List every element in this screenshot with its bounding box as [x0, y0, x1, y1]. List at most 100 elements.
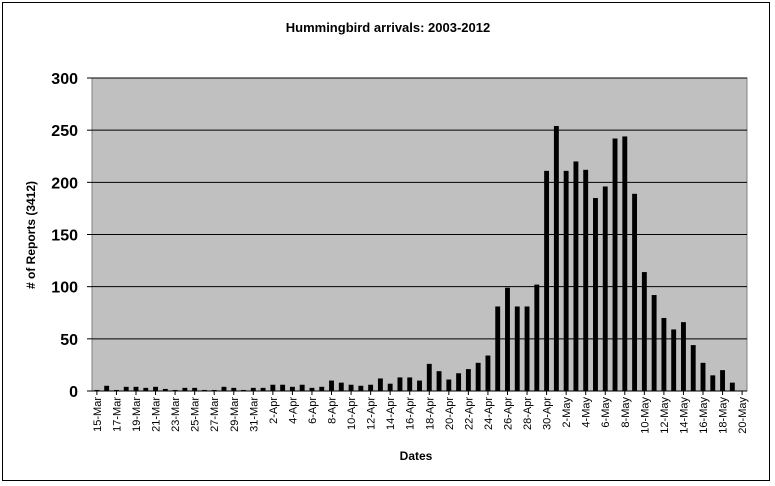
x-tick-label: 24-Apr	[483, 397, 495, 430]
x-tick-label: 21-Mar	[151, 397, 163, 432]
x-tick-label: 14-Apr	[385, 397, 397, 430]
x-tick-label: 22-Apr	[463, 397, 475, 430]
bar	[593, 197, 598, 391]
bar	[368, 384, 374, 391]
y-tick-label: 200	[51, 175, 78, 192]
bar	[250, 387, 256, 391]
bar	[681, 322, 686, 391]
bar	[211, 389, 217, 391]
bar	[153, 386, 158, 391]
x-tick-label: 20-May	[737, 397, 749, 434]
bar	[407, 377, 413, 391]
bar	[553, 125, 559, 391]
x-tick-label: 2-May	[561, 397, 573, 428]
bar	[417, 380, 422, 391]
y-tick-label: 150	[51, 228, 78, 245]
bar	[309, 387, 315, 391]
bar	[172, 389, 178, 391]
x-tick-label: 15-Mar	[92, 397, 104, 432]
bar	[358, 385, 364, 391]
bars	[94, 125, 735, 391]
bar	[94, 389, 100, 391]
bar	[299, 384, 305, 391]
x-tick-label: 14-May	[678, 397, 690, 434]
bar	[583, 169, 589, 391]
bar	[319, 386, 325, 391]
bar	[514, 306, 520, 391]
x-tick-label: 12-May	[659, 397, 671, 434]
bar	[201, 389, 207, 391]
bar	[104, 385, 110, 391]
bar	[505, 287, 510, 391]
bar	[338, 382, 344, 391]
x-tick-label: 6-Apr	[307, 397, 319, 424]
bar	[231, 387, 237, 391]
x-tick-label: 28-Apr	[522, 397, 534, 430]
bar	[465, 369, 471, 391]
x-tick-label: 6-May	[600, 397, 612, 428]
bar	[612, 138, 618, 391]
bar	[729, 382, 735, 391]
bar	[280, 384, 286, 391]
bar	[690, 345, 696, 391]
bar	[602, 186, 608, 391]
chart-title: Hummingbird arrivals: 2003-2012	[286, 20, 490, 35]
bar	[651, 295, 657, 391]
bar	[270, 384, 276, 391]
x-tick-label: 27-Mar	[209, 397, 221, 432]
x-tick-label: 19-Mar	[131, 397, 143, 432]
bar	[143, 387, 149, 391]
x-tick-label: 16-Apr	[405, 397, 417, 430]
x-axis-title: Dates	[400, 449, 433, 463]
x-tick-label: 30-Apr	[542, 397, 554, 430]
x-tick-label: 31-Mar	[248, 397, 260, 432]
x-tick-label: 4-May	[581, 397, 593, 428]
bar	[661, 317, 667, 391]
x-tick-label: 2-Apr	[268, 397, 280, 424]
bar	[446, 379, 452, 391]
bar	[329, 380, 334, 391]
bar	[162, 388, 168, 391]
bar	[544, 170, 550, 391]
bar	[397, 377, 403, 391]
bar	[534, 284, 540, 391]
y-tick-label: 250	[51, 123, 78, 140]
bar	[133, 386, 139, 391]
bar	[182, 387, 188, 391]
gridlines	[92, 77, 747, 340]
bar	[485, 355, 491, 391]
bar	[221, 386, 227, 391]
x-tick-label: 4-Apr	[287, 397, 299, 424]
bar	[192, 387, 198, 391]
x-tick-label: 10-Apr	[346, 397, 358, 430]
x-tick-label: 8-Apr	[327, 397, 339, 424]
bar	[563, 170, 569, 391]
bar	[710, 375, 716, 391]
bar	[700, 362, 706, 391]
x-tick-label: 18-May	[718, 397, 730, 434]
x-tick-label: 17-Mar	[111, 397, 123, 432]
x-tick-label: 12-Apr	[366, 397, 378, 430]
bar	[377, 378, 383, 391]
bar	[456, 373, 462, 391]
bar	[641, 272, 647, 391]
bar	[241, 389, 246, 391]
y-tick-label: 300	[51, 71, 78, 88]
bar	[260, 387, 266, 391]
bar	[387, 383, 393, 391]
bar	[632, 193, 638, 391]
bar	[113, 389, 119, 391]
y-axis-ticks: 0 50 100 150 200 250 300	[51, 71, 92, 401]
bar	[289, 386, 295, 391]
bar	[671, 329, 677, 391]
x-tick-label: 18-Apr	[424, 397, 436, 430]
x-tick-label: 8-May	[620, 397, 632, 428]
x-tick-label: 20-Apr	[444, 397, 456, 430]
y-tick-label: 50	[60, 332, 78, 349]
bar	[426, 363, 432, 391]
y-axis-title: # of Reports (3412)	[24, 181, 38, 289]
x-tick-label: 29-Mar	[229, 397, 241, 432]
x-tick-label: 16-May	[698, 397, 710, 434]
bar	[475, 362, 481, 391]
